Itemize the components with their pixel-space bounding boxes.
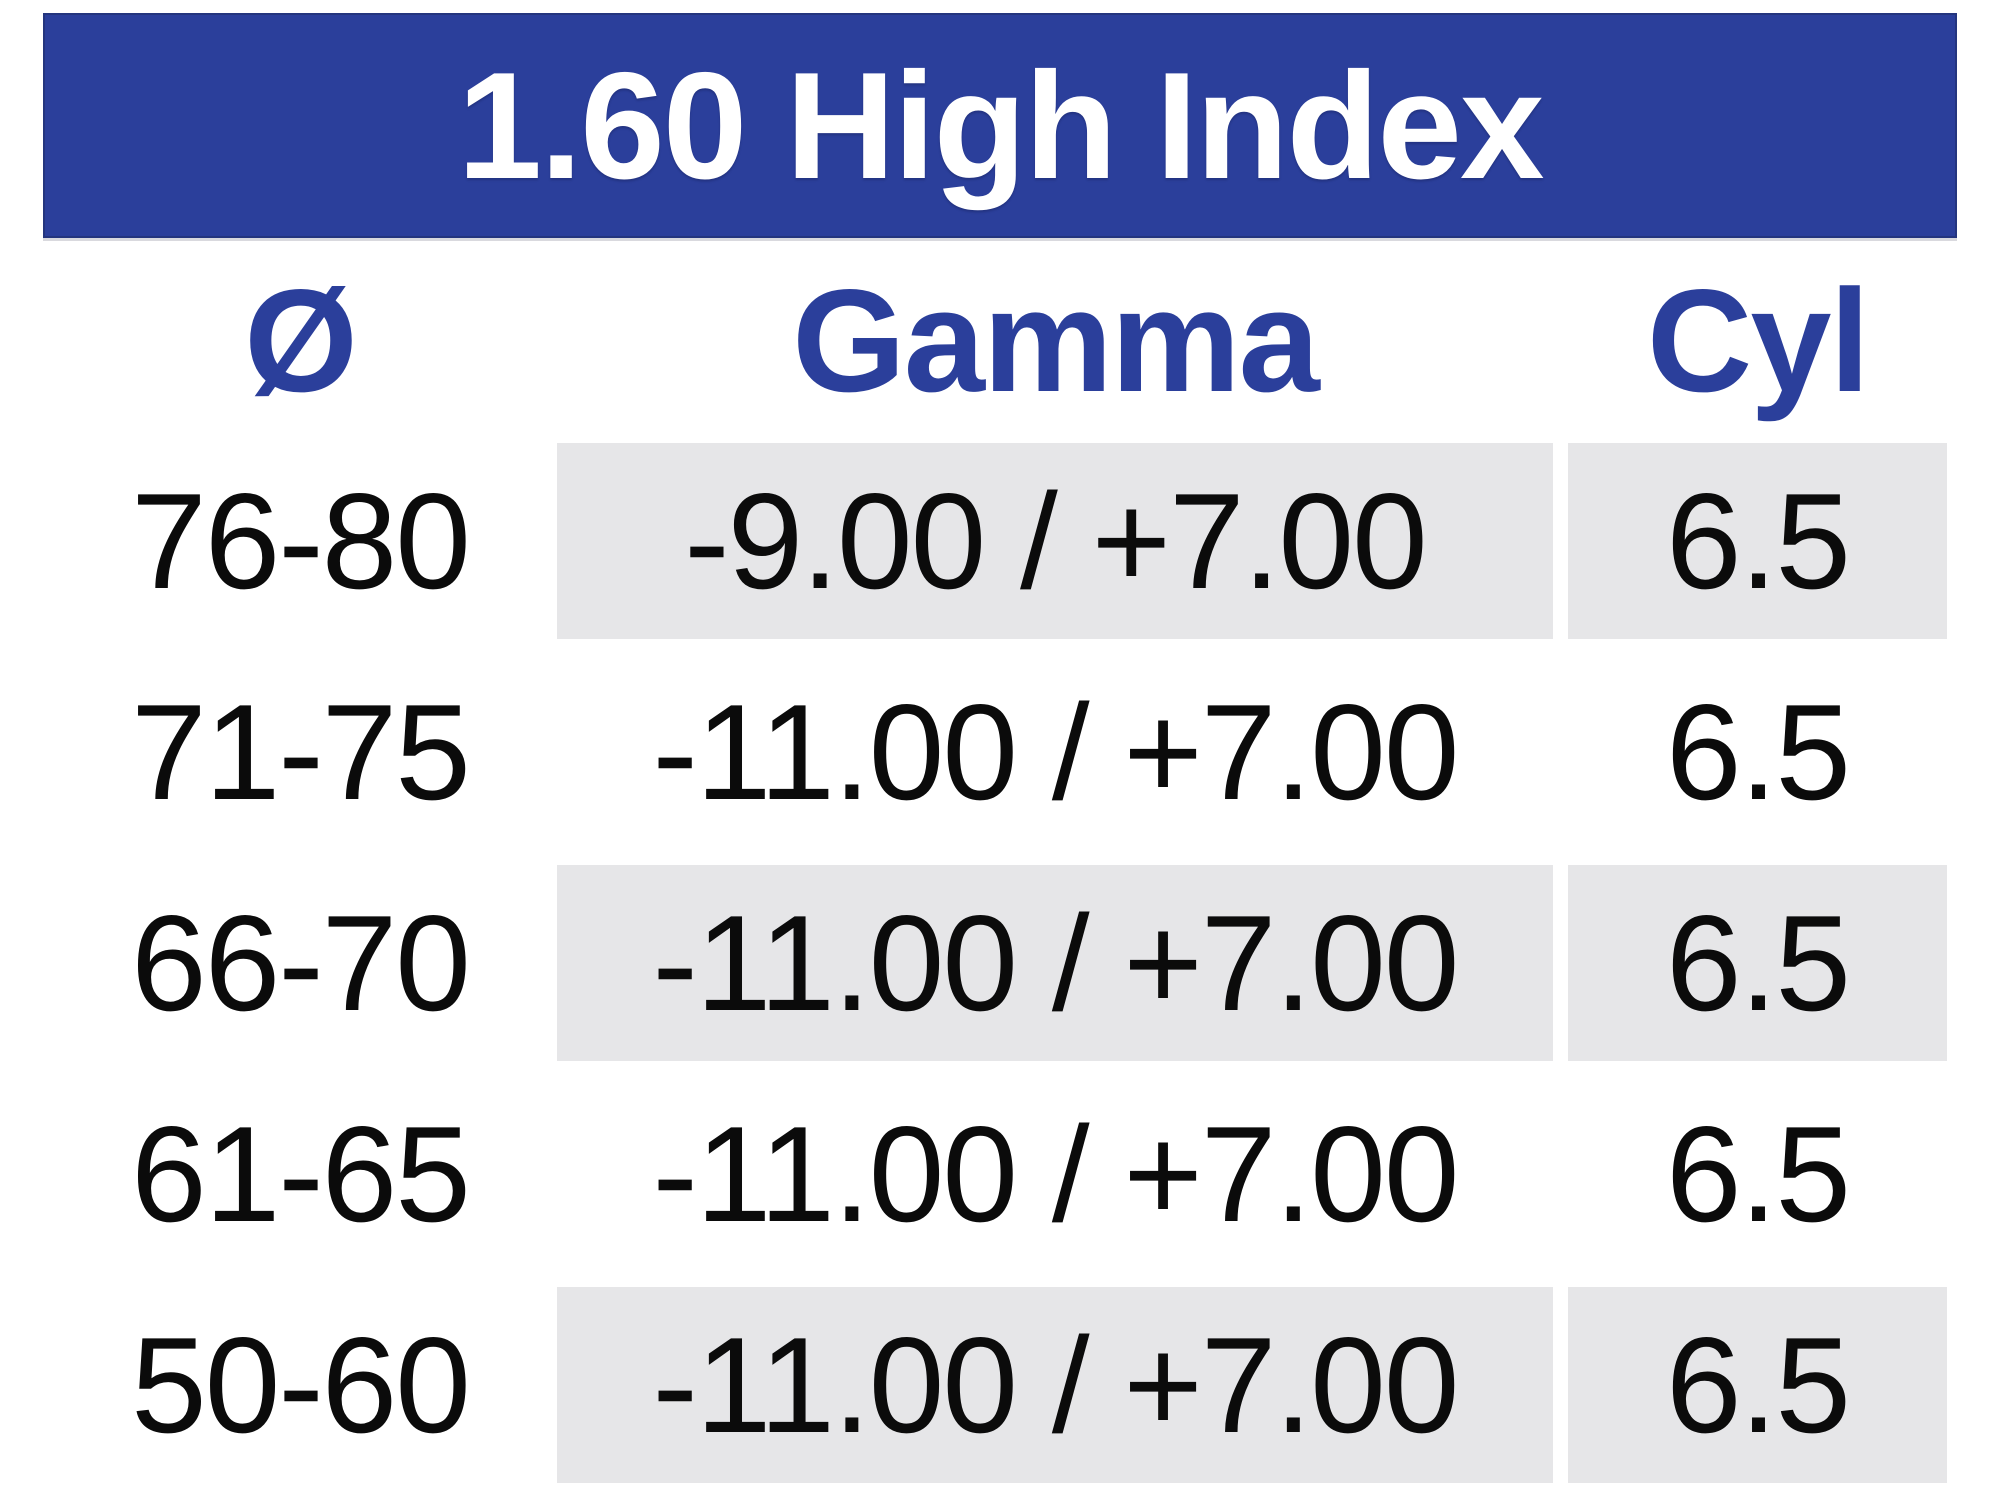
table-row: 66-70 -11.00 / +7.00 6.5 xyxy=(43,865,1947,1061)
cell-diameter: 76-80 xyxy=(131,465,471,617)
table-row: 50-60 -11.00 / +7.00 6.5 xyxy=(43,1287,1947,1483)
cell-gamma: -9.00 / +7.00 xyxy=(557,443,1553,639)
cell-diameter: 50-60 xyxy=(131,1309,471,1461)
cell-cyl: 6.5 xyxy=(1568,443,1947,639)
cell-diameter: 71-75 xyxy=(131,676,471,828)
cell-gamma: -11.00 / +7.00 xyxy=(557,1287,1553,1483)
column-header-gamma: Gamma xyxy=(792,258,1320,422)
cell-cyl: 6.5 xyxy=(1665,1098,1851,1250)
cell-cyl: 6.5 xyxy=(1568,1287,1947,1483)
cell-cyl: 6.5 xyxy=(1665,676,1851,828)
availability-table: Ø Gamma Cyl 76-80 -9.00 / +7.00 6.5 71-7… xyxy=(43,238,1947,1498)
cell-gamma: -11.00 / +7.00 xyxy=(557,865,1553,1061)
cell-cyl: 6.5 xyxy=(1568,865,1947,1061)
table-row: 71-75 -11.00 / +7.00 6.5 xyxy=(43,654,1947,850)
table-row: 76-80 -9.00 / +7.00 6.5 xyxy=(43,443,1947,639)
cell-gamma: -11.00 / +7.00 xyxy=(652,1098,1460,1250)
column-header-cyl: Cyl xyxy=(1646,258,1870,422)
column-header-diameter: Ø xyxy=(244,258,358,422)
cell-diameter: 61-65 xyxy=(131,1098,471,1250)
table-header-row: Ø Gamma Cyl xyxy=(43,238,1947,443)
table-row: 61-65 -11.00 / +7.00 6.5 xyxy=(43,1076,1947,1272)
cell-diameter: 66-70 xyxy=(131,887,471,1039)
chart-title: 1.60 High Index xyxy=(457,40,1545,211)
cell-gamma: -11.00 / +7.00 xyxy=(652,676,1460,828)
title-bar: 1.60 High Index xyxy=(43,13,1957,238)
